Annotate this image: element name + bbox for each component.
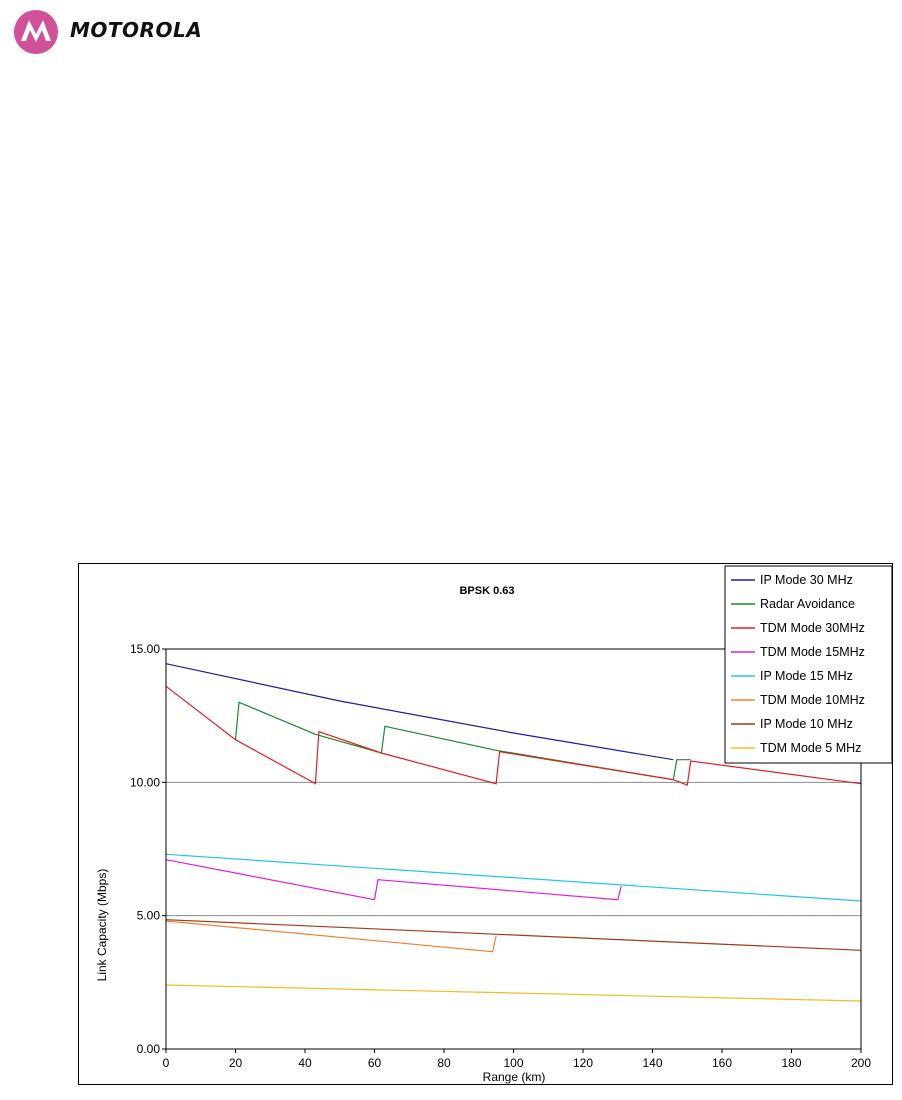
series-line-7 — [165, 919, 862, 951]
series-line-6 — [165, 920, 497, 953]
y-tick-label: 10.00 — [130, 775, 160, 789]
legend-label: TDM Mode 30MHz — [760, 621, 865, 635]
series-line-8 — [165, 984, 862, 1002]
legend-label: Radar Avoidance — [760, 597, 855, 611]
chart-title: BPSK 0.63 — [459, 585, 514, 597]
axis-labels: BPSK 0.63 Range (km) Link Capacity (Mbps… — [95, 585, 545, 1084]
plot-area-border — [165, 648, 862, 1050]
x-tick-label: 0 — [163, 1056, 170, 1070]
series-line-4 — [165, 859, 622, 901]
y-tick-label: 5.00 — [137, 909, 161, 923]
series-line-1 — [165, 663, 674, 761]
y-axis-label: Link Capacity (Mbps) — [95, 869, 109, 982]
y-tick-label: 15.00 — [130, 642, 160, 656]
legend: IP Mode 30 MHz Radar Avoidance TDM Mode 30… — [724, 565, 893, 764]
legend-label: IP Mode 30 MHz — [760, 573, 853, 587]
y-tick-label: 0.00 — [137, 1042, 161, 1056]
legend-label: IP Mode 10 MHz — [760, 717, 853, 731]
x-tick-label: 60 — [368, 1056, 382, 1070]
motorola-batwing-logo-icon — [14, 10, 58, 54]
x-axis-label: Range (km) — [483, 1070, 546, 1084]
chart-frame: 0.00 5.00 10.00 15.00 0 20 40 60 80 100 120 140 160 1… — [78, 563, 893, 1085]
brand-header: MOTOROLA — [12, 8, 272, 56]
legend-box — [724, 565, 893, 764]
legend-label: IP Mode 15 MHz — [760, 669, 853, 683]
brand-name: MOTOROLA — [70, 18, 203, 42]
axes: 0.00 5.00 10.00 15.00 0 20 40 60 80 100 120 140 160 1… — [130, 642, 871, 1070]
series-lines — [165, 663, 862, 1002]
series-line-2 — [234, 701, 691, 781]
link-capacity-chart: 0.00 5.00 10.00 15.00 0 20 40 60 80 100 120 140 160 1… — [95, 565, 893, 1084]
series-line-3 — [165, 685, 862, 786]
x-tick-label: 200 — [851, 1056, 871, 1070]
series-line-5 — [165, 853, 862, 902]
x-tick-label: 80 — [437, 1056, 451, 1070]
legend-label: TDM Mode 15MHz — [760, 645, 865, 659]
legend-label: TDM Mode 5 MHz — [760, 741, 861, 755]
x-tick-label: 140 — [642, 1056, 662, 1070]
x-tick-label: 160 — [712, 1056, 732, 1070]
x-tick-label: 120 — [573, 1056, 593, 1070]
x-tick-label: 180 — [781, 1056, 801, 1070]
x-tick-label: 100 — [503, 1056, 523, 1070]
legend-label: TDM Mode 10MHz — [760, 693, 865, 707]
x-tick-label: 40 — [298, 1056, 312, 1070]
x-tick-label: 20 — [229, 1056, 243, 1070]
